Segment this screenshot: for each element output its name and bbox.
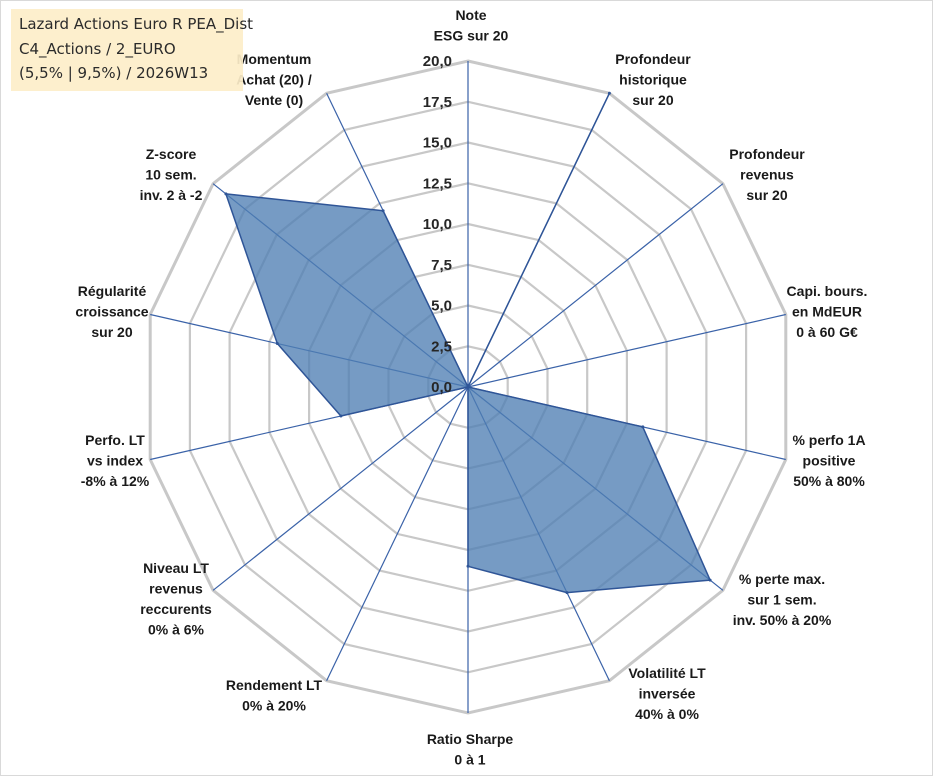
axis-label-line: revenus xyxy=(149,581,203,597)
axis-label: Ratio Sharpe 0 à 1 xyxy=(427,731,514,768)
axis-label: Z-score 10 sem. inv. 2 à -2 xyxy=(140,146,203,203)
axis-label-line: Achat (20) / xyxy=(236,72,312,88)
tick-label: 15,0 xyxy=(423,135,452,152)
tick-label: 7,5 xyxy=(431,257,452,274)
axis-label: % perte max. sur 1 sem. inv. 50% à 20% xyxy=(733,571,832,628)
axis-label-line: vs index xyxy=(87,453,143,469)
axis-label-line: reccurents xyxy=(140,601,212,617)
axis-label-line: Régularité xyxy=(78,283,147,299)
data-point xyxy=(708,578,712,582)
axis-label: Régularité croissance sur 20 xyxy=(75,283,148,340)
axis-label-line: ESG sur 20 xyxy=(434,28,509,44)
axis-label-line: croissance xyxy=(75,304,148,320)
axis-spoke xyxy=(467,313,786,388)
data-point xyxy=(275,342,279,345)
axis-label: Note ESG sur 20 xyxy=(434,7,509,44)
tick-label: 20,0 xyxy=(423,53,452,70)
axis-label-line: Volatilité LT xyxy=(628,665,706,681)
axis-label: Volatilité LT inversée 40% à 0% xyxy=(628,665,706,722)
axis-label-line: positive xyxy=(803,453,856,469)
axis-labels: Note ESG sur 20 Profondeur historique sur 20… xyxy=(75,7,867,768)
axis-label-line: Momentum xyxy=(237,51,312,67)
axis-label: Profondeur historique sur 20 xyxy=(615,51,691,108)
axis-label-line: 0% à 6% xyxy=(148,622,205,638)
axis-label-line: Profondeur xyxy=(615,51,691,67)
axis-label-line: historique xyxy=(619,72,687,88)
axis-label-line: Ratio Sharpe xyxy=(427,731,514,747)
axis-label-line: sur 1 sem. xyxy=(747,592,816,608)
axis-label: Perfo. LT vs index -8% à 12% xyxy=(81,432,150,489)
tick-label: 17,5 xyxy=(423,94,452,111)
axis-label-line: sur 20 xyxy=(632,92,673,108)
axis-label-line: inv. 2 à -2 xyxy=(140,187,203,203)
axis-spoke xyxy=(326,386,469,681)
data-point xyxy=(466,564,470,568)
axis-label-line: Note xyxy=(455,7,486,23)
axis-spoke xyxy=(212,386,469,591)
tick-label: 0,0 xyxy=(431,379,452,396)
axis-label-line: 40% à 0% xyxy=(635,706,699,722)
axis-label-line: -8% à 12% xyxy=(81,473,150,489)
axis-label-line: Z-score xyxy=(146,146,197,162)
axis-label-line: en MdEUR xyxy=(792,304,862,320)
data-point xyxy=(224,192,228,196)
axis-label-line: % perte max. xyxy=(739,571,825,587)
axis-label: Niveau LT revenus reccurents 0% à 6% xyxy=(140,560,212,638)
fund-category: C4_Actions / 2_EURO xyxy=(19,40,176,58)
tick-label: 10,0 xyxy=(423,216,452,233)
axis-label-line: Vente (0) xyxy=(245,92,303,108)
data-point xyxy=(565,591,569,595)
data-point xyxy=(607,91,611,95)
fund-title: Lazard Actions Euro R PEA_Dist xyxy=(19,15,254,33)
fund-period: (5,5% | 9,5%) / 2026W13 xyxy=(19,64,209,82)
axis-label-line: Profondeur xyxy=(729,146,805,162)
tick-labels: 0,0 2,5 5,0 7,5 10,0 12,5 15,0 17,5 20,0 xyxy=(423,53,452,396)
axis-label-line: Niveau LT xyxy=(143,560,209,576)
axis-label-line: 50% à 80% xyxy=(793,473,865,489)
axis-label-line: 0 à 1 xyxy=(454,752,485,768)
axis-label: Profondeur revenus sur 20 xyxy=(729,146,805,203)
data-point xyxy=(641,425,645,429)
tick-label: 12,5 xyxy=(423,175,452,192)
axis-label-line: Perfo. LT xyxy=(85,432,145,448)
title-box xyxy=(11,9,243,91)
axis-label: Rendement LT 0% à 20% xyxy=(226,677,323,714)
axis-label-line: 0 à 60 G€ xyxy=(796,324,858,340)
series-area xyxy=(224,91,712,595)
axis-label-line: Rendement LT xyxy=(226,677,323,693)
axis-label-line: sur 20 xyxy=(91,324,132,340)
axis-label-line: % perfo 1A xyxy=(792,432,865,448)
axis-label-line: 10 sem. xyxy=(145,167,196,183)
axis-label-line: Capi. bours. xyxy=(787,283,868,299)
data-point xyxy=(466,385,470,389)
data-point xyxy=(381,209,385,213)
axis-spoke xyxy=(467,183,724,388)
data-point xyxy=(339,414,343,418)
axis-label: Capi. bours. en MdEUR 0 à 60 G€ xyxy=(787,283,868,340)
tick-label: 2,5 xyxy=(431,338,452,355)
tick-label: 5,0 xyxy=(431,298,452,315)
axis-label-line: inv. 50% à 20% xyxy=(733,612,832,628)
axis-label-line: inversée xyxy=(639,686,696,702)
axis-label-line: revenus xyxy=(740,167,794,183)
axis-label-line: 0% à 20% xyxy=(242,698,306,714)
axis-label-line: sur 20 xyxy=(746,187,787,203)
axis-label: % perfo 1A positive 50% à 80% xyxy=(792,432,865,489)
axis-label: Momentum Achat (20) / Vente (0) xyxy=(236,51,312,108)
